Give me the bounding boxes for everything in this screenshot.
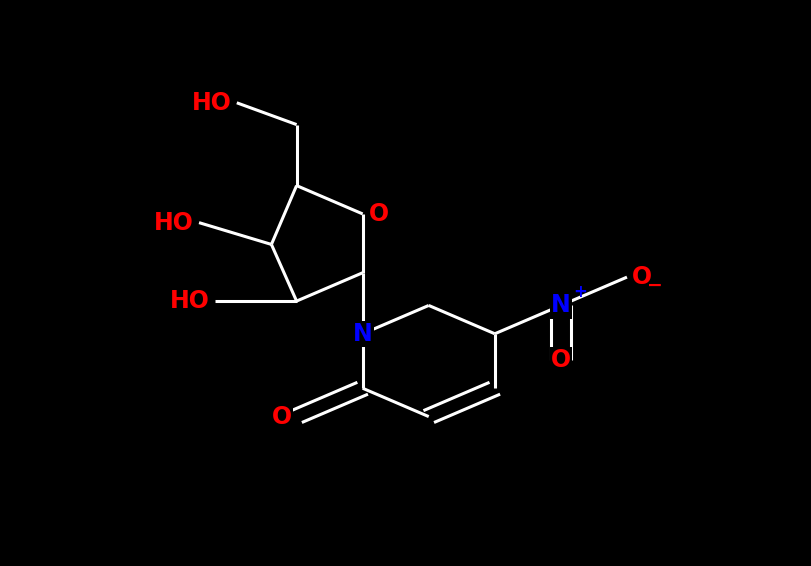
Text: O: O — [271, 405, 291, 428]
Text: HO: HO — [154, 211, 194, 235]
Text: O: O — [631, 265, 651, 289]
Text: O: O — [271, 405, 291, 428]
Text: N: N — [352, 321, 372, 346]
Text: N: N — [551, 293, 570, 318]
Text: HO: HO — [191, 91, 231, 115]
Text: +: + — [572, 284, 586, 301]
Text: O: O — [550, 348, 570, 372]
Text: O: O — [550, 348, 570, 372]
Text: HO: HO — [191, 91, 231, 115]
Text: O: O — [368, 202, 388, 226]
Text: HO: HO — [154, 211, 194, 235]
Text: O: O — [368, 202, 388, 226]
Text: HO: HO — [169, 289, 209, 313]
Text: N: N — [352, 321, 372, 346]
Text: −: − — [646, 276, 663, 295]
Text: N: N — [551, 293, 570, 318]
Text: O: O — [631, 265, 651, 289]
Text: HO: HO — [169, 289, 209, 313]
